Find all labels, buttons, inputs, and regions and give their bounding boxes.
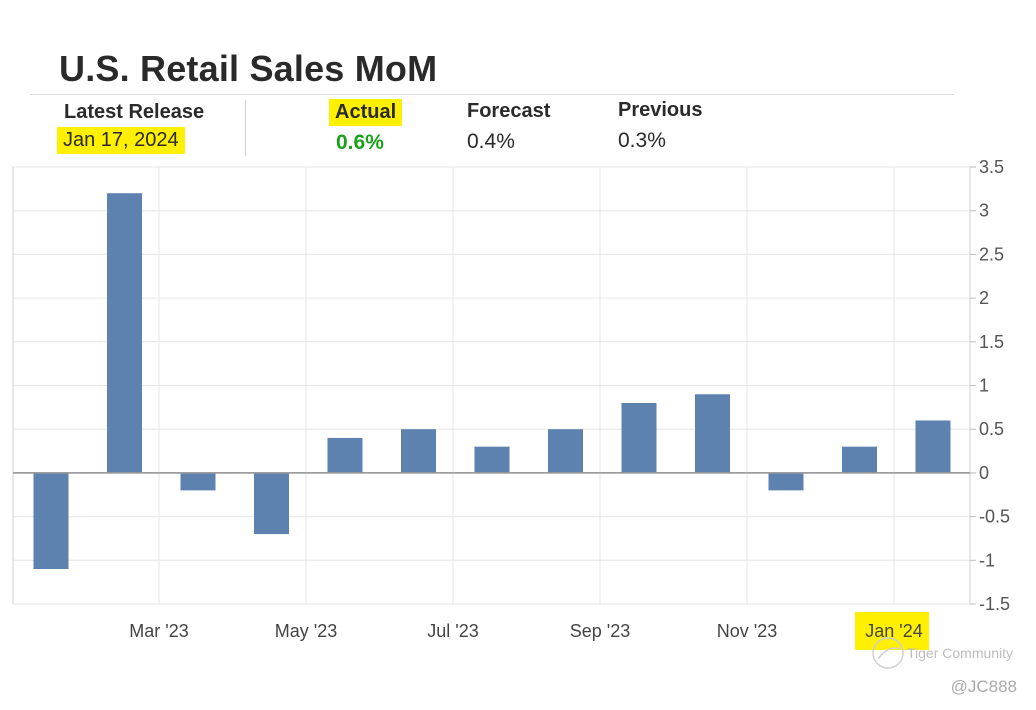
latest-release-date: Jan 17, 2024 [57,127,185,154]
actual-value: 0.6% [336,131,384,154]
bar-mar-2023 [180,472,216,491]
latest-release-label: Latest Release [64,101,205,123]
bar-oct-2023 [695,394,730,473]
bar-jan-2024 [915,420,951,473]
x-tick-label: Nov '23 [717,621,777,641]
x-tick-label: Sep '23 [570,621,631,641]
y-tick-label: 2.5 [979,244,1004,264]
y-tick-label: -1 [979,550,995,570]
actual-label: Actual [329,99,403,126]
y-tick-label: 0 [979,463,989,483]
y-tick-label: 2 [979,288,989,308]
bar-jul-2023 [474,446,510,473]
bar-may-2023 [327,437,363,473]
previous-label: Previous [618,99,703,121]
stats-divider [245,100,246,156]
y-tick-label: -0.5 [979,507,1010,527]
bar-sep-2023 [621,402,657,473]
y-tick-label: 1 [979,376,989,396]
tiger-logo-icon [872,637,904,669]
y-tick-label: 3 [979,201,989,221]
bar-jan-2023 [33,472,69,570]
bar-nov-2023 [768,472,804,491]
x-tick-label: Jul '23 [427,621,478,641]
x-tick-label: May '23 [275,621,337,641]
bar-layer [13,193,970,570]
bar-aug-2023 [548,429,583,473]
previous-value: 0.3% [618,129,666,152]
y-tick-label: 3.5 [979,157,1004,177]
forecast-value: 0.4% [467,130,515,153]
y-tick-label: 0.5 [979,419,1004,439]
x-tick-label: Mar '23 [129,621,188,641]
x-tick-label: Jan '24 [865,621,922,641]
watermark-brand: Tiger Community [907,645,1013,661]
y-tick-label: 1.5 [979,332,1004,352]
bar-dec-2023 [842,446,877,473]
bar-feb-2023 [107,193,142,473]
x-tick-highlight [855,612,929,650]
chart-title: U.S. Retail Sales MoM [59,48,438,89]
watermark: Tiger Community @JC888 [872,637,1017,696]
bar-jun-2023 [401,429,436,473]
axis-layer: 3.5 3 2.5 2 1.5 1 0.5 0 -0.5 -1 -1.5 Mar '23 May '23… [129,157,1010,650]
grid-layer [12,166,971,605]
header-divider [30,94,954,95]
watermark-handle: @JC888 [951,677,1017,696]
bar-apr-2023 [254,472,289,535]
y-tick-label: -1.5 [979,594,1010,614]
forecast-label: Forecast [467,100,551,122]
